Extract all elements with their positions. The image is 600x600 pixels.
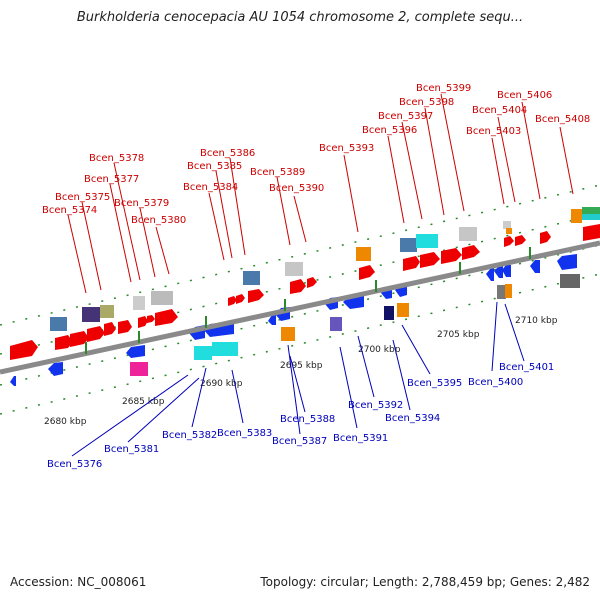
- tick-label: 2710 kbp: [515, 316, 558, 326]
- gene-label: Bcen_5394: [385, 413, 440, 424]
- gene-label: Bcen_5385: [187, 161, 242, 172]
- gene-label: Bcen_5392: [348, 400, 403, 411]
- gene-features: [10, 207, 600, 386]
- gene-label: Bcen_5378: [89, 153, 144, 164]
- top-gene-labels: Bcen_5374 Bcen_5375 Bcen_5377 Bcen_5378 …: [42, 83, 590, 226]
- gene-label: Bcen_5381: [104, 444, 159, 455]
- gene-label: Bcen_5401: [499, 362, 554, 373]
- gene-label: Bcen_5396: [362, 125, 417, 136]
- tick-label: 2690 kbp: [200, 379, 243, 389]
- genome-stats-text: Topology: circular; Length: 2,788,459 bp…: [260, 575, 590, 589]
- gene-label: Bcen_5377: [84, 174, 139, 185]
- tick-label: 2685 kbp: [122, 397, 165, 407]
- gene-label: Bcen_5386: [200, 148, 255, 159]
- gene-label: Bcen_5379: [114, 198, 169, 209]
- forward-genes: [10, 224, 600, 360]
- gene-label: Bcen_5403: [466, 126, 521, 137]
- gene-label: Bcen_5404: [472, 105, 527, 116]
- map-title: Burkholderia cenocepacia AU 1054 chromos…: [76, 10, 524, 25]
- axis-ticks: [85, 247, 531, 354]
- gene-label: Bcen_5376: [47, 459, 102, 470]
- gene-label: Bcen_5375: [55, 192, 110, 203]
- gene-label: Bcen_5389: [250, 167, 305, 178]
- gene-label: Bcen_5408: [535, 114, 590, 125]
- tick-label: 2700 kbp: [358, 345, 401, 355]
- gene-label: Bcen_5395: [407, 378, 462, 389]
- gene-label: Bcen_5382: [162, 430, 217, 441]
- gene-label: Bcen_5393: [319, 143, 374, 154]
- gene-boxes: [50, 207, 600, 376]
- tick-label: 2680 kbp: [44, 417, 87, 427]
- genome-axis: [0, 240, 600, 375]
- gene-label: Bcen_5374: [42, 205, 97, 216]
- gene-label: Bcen_5397: [378, 111, 433, 122]
- tick-labels: 2680 kbp 2685 kbp 2690 kbp 2695 kbp 2700…: [44, 316, 558, 427]
- gene-label: Bcen_5384: [183, 182, 238, 193]
- gene-label: Bcen_5380: [131, 215, 186, 226]
- gene-label: Bcen_5406: [497, 90, 552, 101]
- top-leader-lines: [67, 93, 574, 294]
- tick-label: 2695 kbp: [280, 361, 323, 371]
- gene-label: Bcen_5390: [269, 183, 324, 194]
- gene-label: Bcen_5391: [333, 433, 388, 444]
- bottom-leader-lines: [71, 301, 525, 457]
- gene-label: Bcen_5388: [280, 414, 335, 425]
- gene-label: Bcen_5400: [468, 377, 523, 388]
- gene-label: Bcen_5399: [416, 83, 471, 94]
- gene-label: Bcen_5387: [272, 436, 327, 447]
- bottom-gene-labels: Bcen_5376 Bcen_5381 Bcen_5382 Bcen_5383 …: [47, 362, 554, 470]
- gene-label: Bcen_5398: [399, 97, 454, 108]
- accession-text: Accession: NC_008061: [10, 575, 147, 589]
- gene-label: Bcen_5383: [217, 428, 272, 439]
- tick-label: 2705 kbp: [437, 330, 480, 340]
